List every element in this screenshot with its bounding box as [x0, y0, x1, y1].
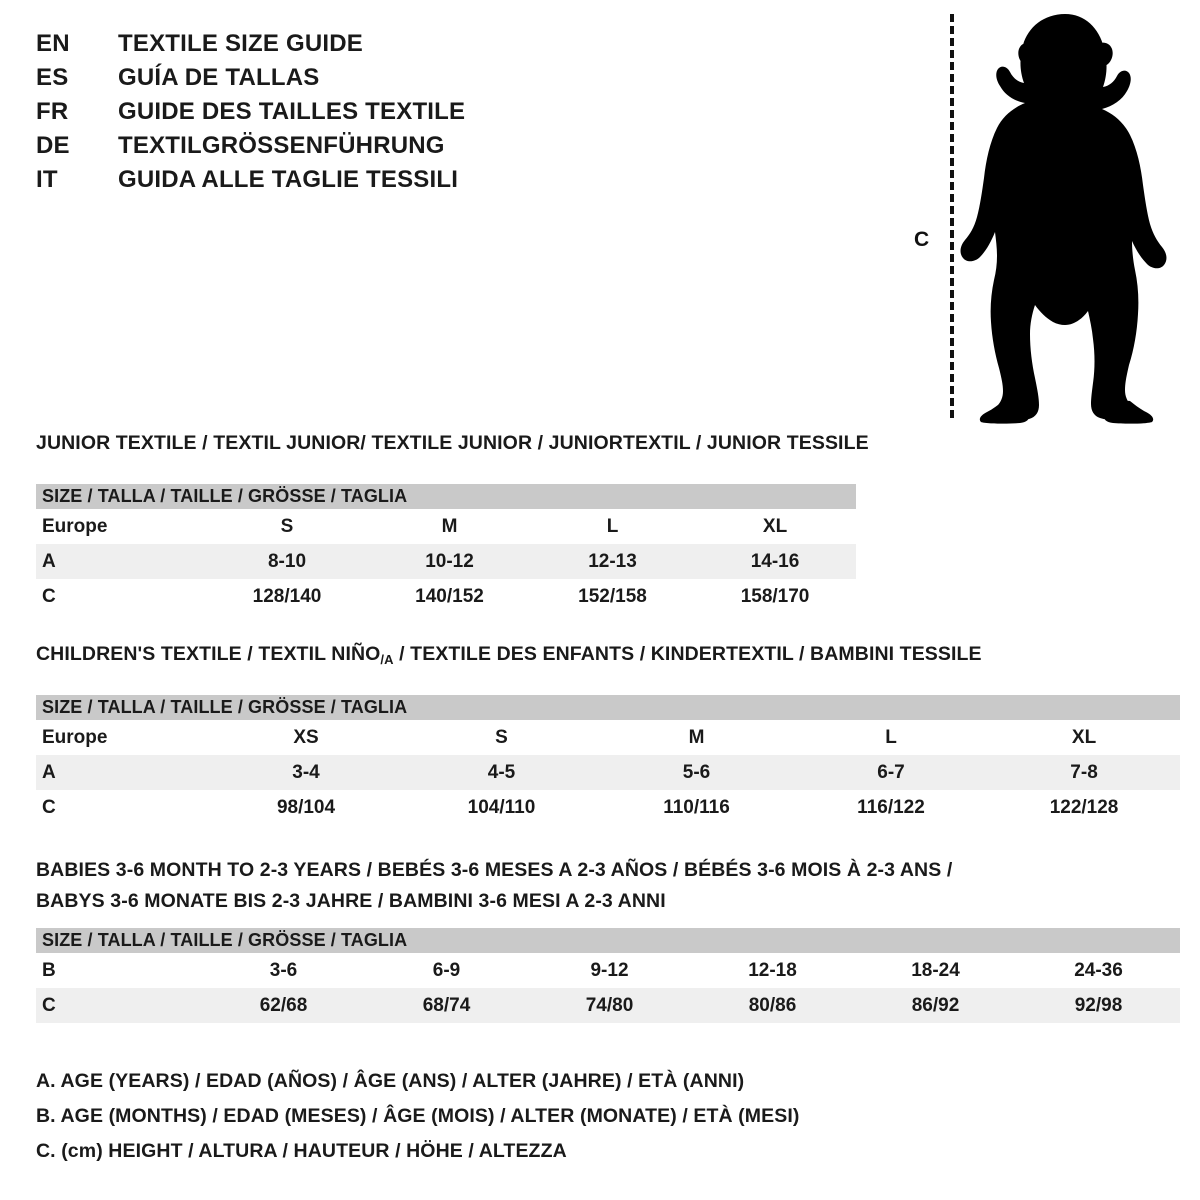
junior-row-label-a: A: [36, 544, 206, 579]
children-table-band-row: SIZE / TALLA / TAILLE / GRÖSSE / TAGLIA: [36, 695, 1181, 720]
children-a-cell-4: 6-7: [794, 755, 988, 790]
junior-a-cell-2: 10-12: [368, 544, 531, 579]
babies-table-band-row: SIZE / TALLA / TAILLE / GRÖSSE / TAGLIA: [36, 928, 1181, 953]
children-a-cell-3: 5-6: [599, 755, 794, 790]
junior-table-row-c: C 128/140 140/152 152/158 158/170: [36, 579, 857, 614]
language-row-en: EN TEXTILE SIZE GUIDE: [36, 30, 596, 64]
children-c-cell-2: 104/110: [404, 790, 599, 825]
children-europe-cell-3: M: [599, 720, 794, 755]
legend-line-b: B. AGE (MONTHS) / EDAD (MESES) / ÂGE (MO…: [36, 1105, 800, 1127]
children-table-row-c: C 98/104 104/110 110/116 116/122 122/128: [36, 790, 1181, 825]
children-title-sub: /A: [380, 652, 394, 667]
language-text-de: TEXTILGRÖSSENFÜHRUNG: [118, 132, 445, 159]
children-europe-cell-4: L: [794, 720, 988, 755]
height-measure-label: C: [914, 228, 930, 251]
babies-title-line1: BABIES 3-6 MONTH TO 2-3 YEARS / BEBÉS 3-…: [36, 859, 953, 881]
children-band-label: SIZE / TALLA / TAILLE / GRÖSSE / TAGLIA: [36, 695, 1181, 720]
children-europe-cell-5: XL: [988, 720, 1181, 755]
toddler-silhouette-icon: [960, 14, 1167, 424]
children-row-label-europe: Europe: [36, 720, 208, 755]
language-header-block: EN TEXTILE SIZE GUIDE ES GUÍA DE TALLAS …: [36, 30, 596, 200]
babies-c-cell-2: 68/74: [365, 988, 528, 1023]
children-section-title: CHILDREN'S TEXTILE / TEXTIL NIÑO/A / TEX…: [36, 643, 982, 667]
children-row-label-a: A: [36, 755, 208, 790]
junior-c-cell-2: 140/152: [368, 579, 531, 614]
babies-row-label-b: B: [36, 953, 202, 988]
children-title-part2: / TEXTILE DES ENFANTS / KINDERTEXTIL / B…: [393, 643, 982, 665]
junior-europe-cell-3: L: [531, 509, 694, 544]
babies-section-title: BABIES 3-6 MONTH TO 2-3 YEARS / BEBÉS 3-…: [36, 855, 1176, 917]
children-a-cell-2: 4-5: [404, 755, 599, 790]
junior-europe-cell-2: M: [368, 509, 531, 544]
children-a-cell-5: 7-8: [988, 755, 1181, 790]
language-row-es: ES GUÍA DE TALLAS: [36, 64, 596, 98]
language-row-fr: FR GUIDE DES TAILLES TEXTILE: [36, 98, 596, 132]
junior-c-cell-3: 152/158: [531, 579, 694, 614]
babies-c-cell-5: 86/92: [854, 988, 1017, 1023]
babies-band-label: SIZE / TALLA / TAILLE / GRÖSSE / TAGLIA: [36, 928, 1181, 953]
children-europe-cell-2: S: [404, 720, 599, 755]
babies-table-row-b: B 3-6 6-9 9-12 12-18 18-24 24-36: [36, 953, 1181, 988]
babies-row-label-c: C: [36, 988, 202, 1023]
junior-c-cell-4: 158/170: [694, 579, 857, 614]
babies-b-cell-2: 6-9: [365, 953, 528, 988]
junior-table-band-row: SIZE / TALLA / TAILLE / GRÖSSE / TAGLIA: [36, 484, 857, 509]
language-row-de: DE TEXTILGRÖSSENFÜHRUNG: [36, 132, 596, 166]
babies-b-cell-4: 12-18: [691, 953, 854, 988]
language-code-en: EN: [36, 30, 70, 57]
children-row-label-c: C: [36, 790, 208, 825]
children-title-part1: CHILDREN'S TEXTILE / TEXTIL NIÑO: [36, 643, 381, 665]
junior-a-cell-1: 8-10: [206, 544, 368, 579]
language-text-es: GUÍA DE TALLAS: [118, 64, 320, 91]
junior-a-cell-3: 12-13: [531, 544, 694, 579]
children-europe-cell-1: XS: [208, 720, 404, 755]
language-text-en: TEXTILE SIZE GUIDE: [118, 30, 363, 57]
junior-table-row-europe: Europe S M L XL: [36, 509, 857, 544]
height-illustration: C: [900, 8, 1190, 428]
junior-europe-cell-1: S: [206, 509, 368, 544]
language-code-es: ES: [36, 64, 69, 91]
junior-c-cell-1: 128/140: [206, 579, 368, 614]
language-code-de: DE: [36, 132, 70, 159]
height-dashed-line: [950, 14, 954, 418]
junior-table-row-a: A 8-10 10-12 12-13 14-16: [36, 544, 857, 579]
babies-b-cell-3: 9-12: [528, 953, 691, 988]
babies-b-cell-5: 18-24: [854, 953, 1017, 988]
babies-b-cell-6: 24-36: [1017, 953, 1181, 988]
legend-line-c: C. (cm) HEIGHT / ALTURA / HAUTEUR / HÖHE…: [36, 1140, 567, 1162]
junior-a-cell-4: 14-16: [694, 544, 857, 579]
legend-line-a: A. AGE (YEARS) / EDAD (AÑOS) / ÂGE (ANS)…: [36, 1070, 745, 1092]
children-c-cell-4: 116/122: [794, 790, 988, 825]
babies-size-table: SIZE / TALLA / TAILLE / GRÖSSE / TAGLIA …: [36, 928, 1181, 1023]
junior-size-table: SIZE / TALLA / TAILLE / GRÖSSE / TAGLIA …: [36, 484, 857, 614]
children-table-row-a: A 3-4 4-5 5-6 6-7 7-8: [36, 755, 1181, 790]
babies-c-cell-1: 62/68: [202, 988, 365, 1023]
children-a-cell-1: 3-4: [208, 755, 404, 790]
babies-table-row-c: C 62/68 68/74 74/80 80/86 86/92 92/98: [36, 988, 1181, 1023]
junior-europe-cell-4: XL: [694, 509, 857, 544]
children-size-table: SIZE / TALLA / TAILLE / GRÖSSE / TAGLIA …: [36, 695, 1181, 825]
language-row-it: IT GUIDA ALLE TAGLIE TESSILI: [36, 166, 596, 200]
children-c-cell-1: 98/104: [208, 790, 404, 825]
children-table-row-europe: Europe XS S M L XL: [36, 720, 1181, 755]
babies-c-cell-4: 80/86: [691, 988, 854, 1023]
junior-section-title: JUNIOR TEXTILE / TEXTIL JUNIOR/ TEXTILE …: [36, 432, 869, 454]
babies-c-cell-6: 92/98: [1017, 988, 1181, 1023]
children-c-cell-3: 110/116: [599, 790, 794, 825]
babies-b-cell-1: 3-6: [202, 953, 365, 988]
language-text-it: GUIDA ALLE TAGLIE TESSILI: [118, 166, 459, 193]
junior-row-label-c: C: [36, 579, 206, 614]
language-code-fr: FR: [36, 98, 69, 125]
children-c-cell-5: 122/128: [988, 790, 1181, 825]
language-text-fr: GUIDE DES TAILLES TEXTILE: [118, 98, 466, 125]
babies-title-line2: BABYS 3-6 MONATE BIS 2-3 JAHRE / BAMBINI…: [36, 890, 666, 912]
babies-c-cell-3: 74/80: [528, 988, 691, 1023]
junior-band-label: SIZE / TALLA / TAILLE / GRÖSSE / TAGLIA: [36, 484, 857, 509]
language-code-it: IT: [36, 166, 58, 193]
junior-row-label-europe: Europe: [36, 509, 206, 544]
